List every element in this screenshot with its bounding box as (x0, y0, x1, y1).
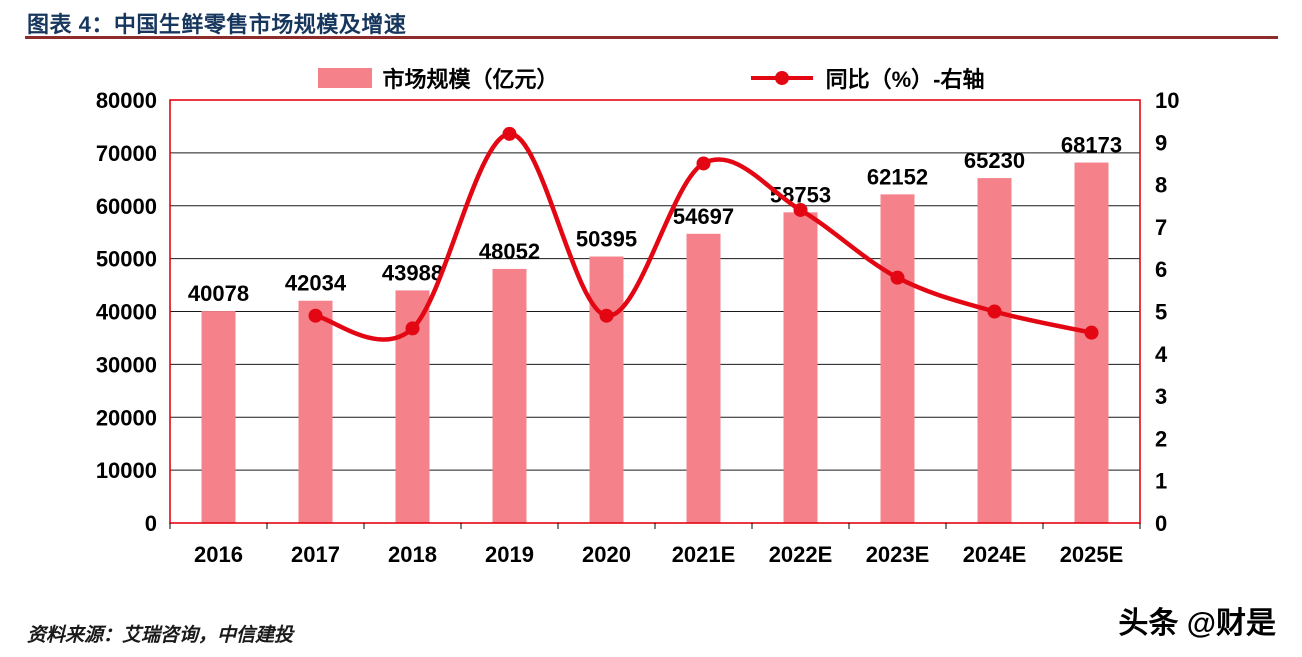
title-underline (25, 36, 1278, 39)
right-axis-tick-label: 3 (1155, 384, 1167, 409)
left-axis-tick-label: 10000 (96, 458, 157, 483)
x-axis-label: 2019 (485, 542, 534, 567)
bar-2025E (1074, 162, 1109, 523)
yoy-growth-marker (696, 156, 711, 171)
left-axis-tick-label: 70000 (96, 141, 157, 166)
legend-item-yoy-growth: 同比（%）-右轴 (749, 62, 985, 94)
x-axis-label: 2017 (291, 542, 340, 567)
x-axis-label: 2025E (1060, 542, 1124, 567)
x-axis-label: 2023E (866, 542, 930, 567)
watermark: 头条 @财是 (1118, 607, 1276, 640)
right-axis-tick-label: 10 (1155, 88, 1179, 113)
left-axis-tick-label: 0 (145, 511, 157, 536)
right-axis-tick-label: 7 (1155, 215, 1167, 240)
bar-value-label: 40078 (188, 281, 249, 306)
bar-value-label: 65230 (964, 148, 1025, 173)
bar-2019 (492, 268, 527, 523)
right-axis-tick-label: 5 (1155, 300, 1167, 325)
bar-value-label: 43988 (382, 260, 443, 285)
right-axis-tick-label: 8 (1155, 173, 1167, 198)
source-note: 资料来源：艾瑞咨询，中信建投 (27, 625, 294, 646)
bar-series-label: 市场规模（亿元） (382, 67, 559, 92)
x-axis-label: 2021E (672, 542, 736, 567)
bar-2023E (880, 194, 915, 523)
right-axis-tick-label: 0 (1155, 511, 1167, 536)
x-axis-label: 2016 (194, 542, 243, 567)
line-series-swatch-icon (750, 71, 813, 85)
figure-title: 图表 4：中国生鲜零售市场规模及增速 (27, 12, 407, 37)
yoy-growth-marker (1084, 325, 1099, 340)
yoy-growth-marker (502, 126, 517, 141)
x-axis-label: 2024E (963, 542, 1027, 567)
yoy-growth-line (313, 131, 1094, 342)
right-axis-tick-label: 4 (1155, 342, 1168, 367)
bar-value-label: 42034 (285, 271, 347, 296)
bar-2016 (201, 311, 236, 523)
right-axis-tick-label: 6 (1155, 257, 1167, 282)
left-axis-tick-label: 20000 (96, 405, 157, 430)
bar-2017 (298, 300, 333, 523)
bar-2022E (783, 212, 818, 523)
chart-legend: 市场规模（亿元） 同比（%）-右轴 (0, 62, 1302, 94)
x-axis-label: 2018 (388, 542, 437, 567)
yoy-growth-marker (308, 308, 323, 323)
yoy-growth-marker (599, 308, 614, 323)
bar-value-label: 54697 (673, 204, 734, 229)
bar-value-label: 68173 (1061, 133, 1122, 158)
left-axis-tick-label: 50000 (96, 247, 157, 272)
bar-2024E (977, 178, 1012, 523)
yoy-growth-marker (793, 202, 808, 217)
legend-item-market-size: 市场规模（亿元） (317, 62, 559, 94)
bar-2021E (686, 233, 721, 523)
left-axis-tick-label: 40000 (96, 300, 157, 325)
x-axis-label: 2020 (582, 542, 631, 567)
left-axis-tick-label: 80000 (96, 88, 157, 113)
left-axis-tick-label: 30000 (96, 352, 157, 377)
bar-2020 (589, 256, 624, 523)
right-axis-tick-label: 9 (1155, 130, 1167, 155)
left-axis-tick-label: 60000 (96, 194, 157, 219)
x-axis-label: 2022E (769, 542, 833, 567)
bar-value-label: 48052 (479, 239, 540, 264)
yoy-growth-marker (890, 270, 905, 285)
right-axis-tick-label: 1 (1155, 469, 1167, 494)
bar-series-swatch (317, 68, 372, 88)
line-series-label: 同比（%）-右轴 (825, 67, 985, 92)
bar-value-label: 62152 (867, 164, 928, 189)
right-axis-tick-label: 2 (1155, 426, 1167, 451)
bar-value-label: 50395 (576, 227, 637, 252)
yoy-growth-marker (987, 304, 1002, 319)
yoy-growth-marker (405, 321, 420, 336)
